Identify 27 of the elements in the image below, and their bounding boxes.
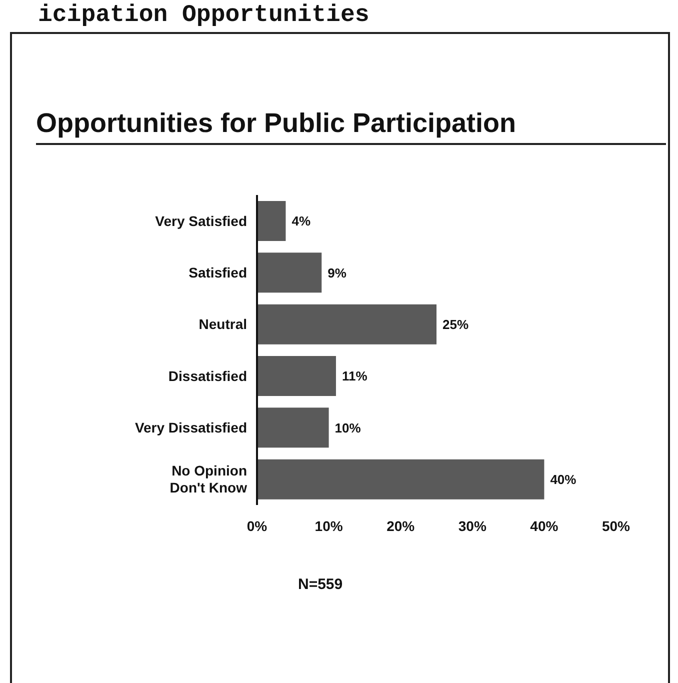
y-tick-label: No Opinion Don't Know (170, 462, 248, 496)
y-tick-label: Dissatisfied (168, 368, 247, 384)
data-label: 10% (334, 420, 362, 436)
data-label: 40% (550, 472, 577, 487)
bar (257, 459, 544, 500)
x-tick-label: 50% (602, 518, 631, 534)
bar (257, 356, 336, 396)
x-tick-label: 10% (314, 518, 344, 534)
bar (257, 252, 322, 293)
x-tick-label: 20% (386, 518, 416, 534)
x-tick-label: 0% (246, 518, 268, 534)
chart-title: Opportunities for Public Participation (36, 108, 666, 145)
data-label: 25% (442, 316, 469, 332)
x-tick-label: 40% (530, 518, 559, 534)
y-tick-label: Very Satisfied (155, 212, 247, 229)
bar (257, 201, 286, 241)
x-tick-label: 30% (458, 518, 487, 534)
data-label: 9% (328, 265, 347, 280)
text: icipation Opportunities (38, 2, 370, 29)
data-label: 11% (342, 368, 368, 384)
data-label: 4% (292, 214, 311, 229)
bar (257, 304, 436, 344)
y-tick-label: Very Dissatisfied (134, 420, 247, 436)
bar (257, 408, 329, 448)
y-tick-label: Neutral (198, 316, 247, 332)
text: N=559 (298, 576, 343, 593)
y-tick-label: Satisfied (188, 264, 247, 280)
